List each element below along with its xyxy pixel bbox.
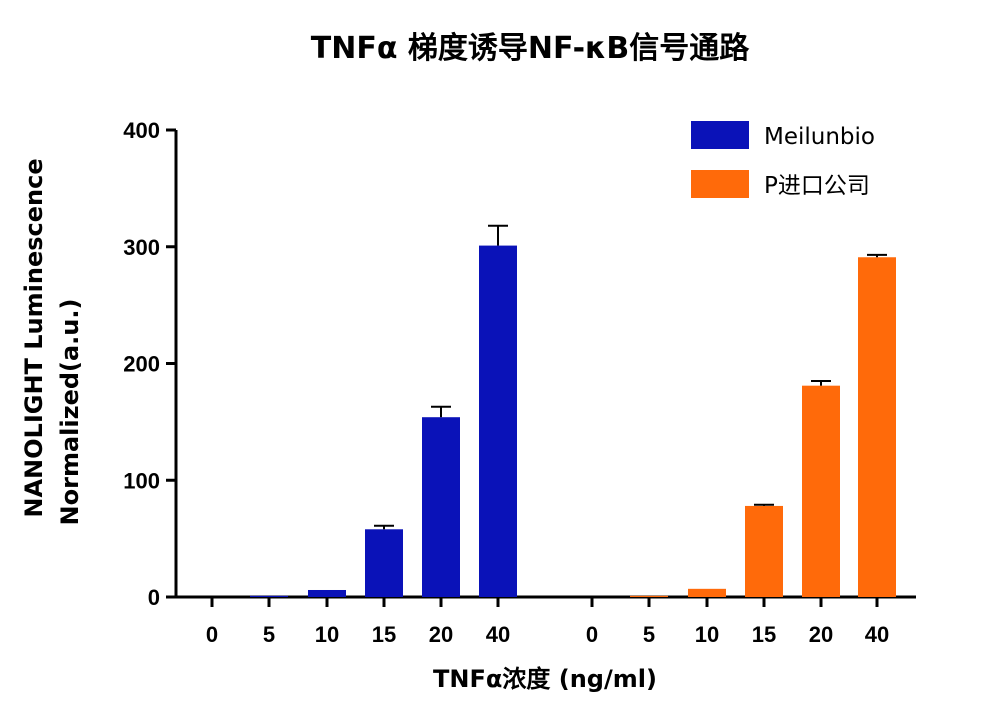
y-axis-title-line1: NANOLIGHT Luminescence (20, 158, 48, 517)
bar (630, 595, 668, 597)
bar (858, 257, 896, 597)
x-axis-title: TNFα浓度 (ng/ml) (433, 665, 657, 693)
y-tick-label: 300 (123, 235, 160, 260)
bar (365, 529, 403, 597)
y-tick-label: 400 (123, 118, 160, 143)
x-tick-label: 10 (315, 622, 339, 647)
y-axis-title-line2: Normalized(a.u.) (56, 299, 84, 526)
bar (308, 589, 346, 597)
bar (802, 385, 840, 597)
legend-swatch (691, 121, 749, 149)
x-tick-label: 10 (695, 622, 719, 647)
x-tick-label: 15 (752, 622, 776, 647)
bars (250, 224, 896, 597)
x-tick-label: 40 (486, 622, 510, 647)
x-tick-label: 5 (263, 622, 275, 647)
x-tick-label: 0 (586, 622, 598, 647)
axes: 0 100 200 300 400 (123, 118, 916, 610)
bar (250, 595, 288, 597)
y-tick-label: 100 (123, 468, 160, 493)
bar (479, 245, 517, 597)
legend-label: P进口公司 (764, 173, 870, 199)
x-tick-labels: 0 5 10 15 20 40 0 5 10 15 20 40 (206, 597, 889, 647)
legend: Meilunbio P进口公司 (691, 121, 875, 199)
x-tick-label: 15 (372, 622, 396, 647)
bar (422, 417, 460, 597)
chart-title: TNFα 梯度诱导NF-κB信号通路 (311, 31, 750, 66)
x-tick-label: 0 (206, 622, 218, 647)
y-tick-label: 200 (123, 352, 160, 377)
x-tick-label: 5 (643, 622, 655, 647)
x-tick-label: 20 (429, 622, 453, 647)
bar (688, 588, 726, 597)
bar (745, 505, 783, 597)
y-tick-label: 0 (148, 585, 160, 610)
legend-label: Meilunbio (764, 124, 875, 150)
legend-swatch (691, 170, 749, 198)
x-tick-label: 40 (865, 622, 889, 647)
x-tick-label: 20 (809, 622, 833, 647)
